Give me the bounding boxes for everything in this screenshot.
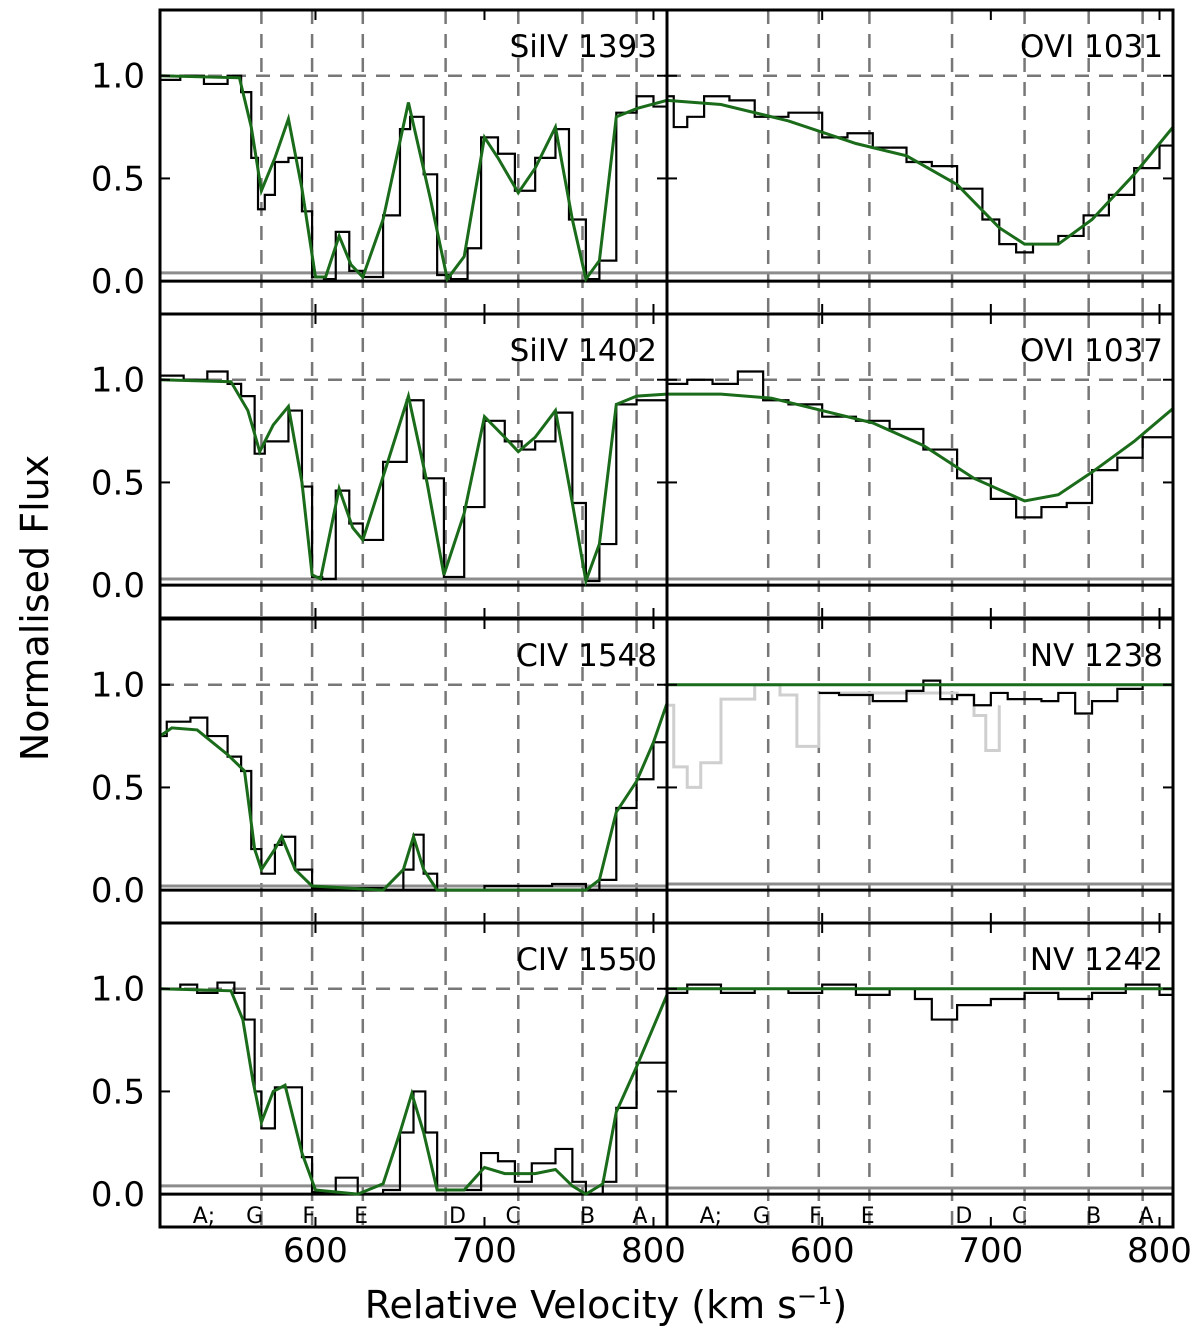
fit-spectrum-line xyxy=(667,392,1173,503)
x-tick-label: 700 xyxy=(452,1231,517,1271)
ion-label: CIV 1548 xyxy=(516,638,657,674)
data-spectrum-line xyxy=(160,370,667,583)
component-label: D xyxy=(449,1204,466,1229)
component-label: C xyxy=(506,1204,521,1229)
panel-ovi-1037: OVI 1037 xyxy=(665,312,1175,620)
ion-label: SiIV 1393 xyxy=(510,29,657,65)
x-axis-label-unit-exponent: −1 xyxy=(797,1282,832,1310)
ion-label: NV 1238 xyxy=(1030,638,1163,674)
y-tick-label: 0.0 xyxy=(91,262,145,302)
fit-spectrum-line xyxy=(160,702,667,892)
ion-label: CIV 1550 xyxy=(516,942,657,978)
blend-spectrum-line xyxy=(667,683,1001,789)
y-tick-label: 0.5 xyxy=(91,463,145,503)
data-spectrum-line xyxy=(160,74,667,281)
component-label: F xyxy=(302,1204,315,1229)
panel-nv-1238: NV 1238 xyxy=(665,617,1175,925)
component-label: D xyxy=(955,1204,972,1229)
x-tick-label: 600 xyxy=(790,1231,855,1271)
component-label: B xyxy=(1086,1204,1101,1229)
y-tick-label: 1.0 xyxy=(91,970,145,1010)
y-tick-label: 0.0 xyxy=(91,566,145,606)
ion-label: OVI 1037 xyxy=(1020,333,1163,369)
component-label: F xyxy=(809,1204,822,1229)
panel-ovi-1031: OVI 1031 xyxy=(665,8,1175,316)
panels-layer: 0.0 0.5 1.0 SiIV 1393 OVI 1031 0.0 0.5 1.0 SiIV … xyxy=(91,8,1192,1271)
data-spectrum-line xyxy=(667,95,1173,254)
ion-label: SiIV 1402 xyxy=(510,333,657,369)
y-tick-label: 0.0 xyxy=(91,871,145,911)
panel-nv-1242: NV 1242 A; G F E D C B A 600 700 800 xyxy=(665,921,1192,1271)
ion-label: OVI 1031 xyxy=(1020,29,1163,65)
panel-frame xyxy=(665,921,1175,1229)
component-label: C xyxy=(1012,1204,1027,1229)
data-spectrum-line xyxy=(818,679,1173,715)
fit-spectrum-line xyxy=(160,987,667,1196)
component-label: E xyxy=(354,1204,368,1229)
x-tick-label: 800 xyxy=(1127,1231,1192,1271)
panel-civ-1548: 0.0 0.5 1.0 CIV 1548 xyxy=(91,617,669,925)
y-tick-label: 0.5 xyxy=(91,1072,145,1112)
data-spectrum-line xyxy=(160,981,667,1196)
component-label: E xyxy=(861,1204,875,1229)
component-label: A; xyxy=(700,1204,722,1229)
x-axis-label-end: ) xyxy=(832,1283,847,1327)
ion-label: NV 1242 xyxy=(1030,942,1163,978)
data-spectrum-line xyxy=(667,370,1173,519)
x-axis-label: Relative Velocity (km s−1) xyxy=(365,1282,847,1327)
component-label: A; xyxy=(193,1204,215,1229)
y-tick-label: 1.0 xyxy=(91,361,145,401)
y-tick-label: 0.5 xyxy=(91,159,145,199)
component-label: A xyxy=(632,1204,647,1229)
fit-spectrum-line xyxy=(160,74,667,283)
component-label: G xyxy=(246,1204,263,1229)
fit-spectrum-line xyxy=(160,378,667,587)
component-label: B xyxy=(580,1204,595,1229)
y-tick-label: 1.0 xyxy=(91,666,145,706)
data-spectrum-line xyxy=(160,701,667,892)
panel-siiv-1402: 0.0 0.5 1.0 SiIV 1402 xyxy=(91,312,669,620)
x-axis-label-main: Relative Velocity (km s xyxy=(365,1283,797,1327)
y-tick-label: 0.0 xyxy=(91,1175,145,1215)
x-tick-label: 600 xyxy=(283,1231,348,1271)
y-tick-label: 1.0 xyxy=(91,57,145,97)
x-tick-label: 700 xyxy=(958,1231,1023,1271)
component-label: A xyxy=(1138,1204,1153,1229)
x-tick-label: 800 xyxy=(621,1231,686,1271)
y-axis-label: Normalised Flux xyxy=(13,455,57,761)
fit-spectrum-line xyxy=(667,98,1173,246)
panel-siiv-1393: 0.0 0.5 1.0 SiIV 1393 xyxy=(91,8,669,316)
component-label: G xyxy=(753,1204,770,1229)
y-tick-label: 0.5 xyxy=(91,768,145,808)
panel-civ-1550: 0.0 0.5 1.0 CIV 1550 A; G F E D C B A 600 700 800 xyxy=(91,921,686,1271)
